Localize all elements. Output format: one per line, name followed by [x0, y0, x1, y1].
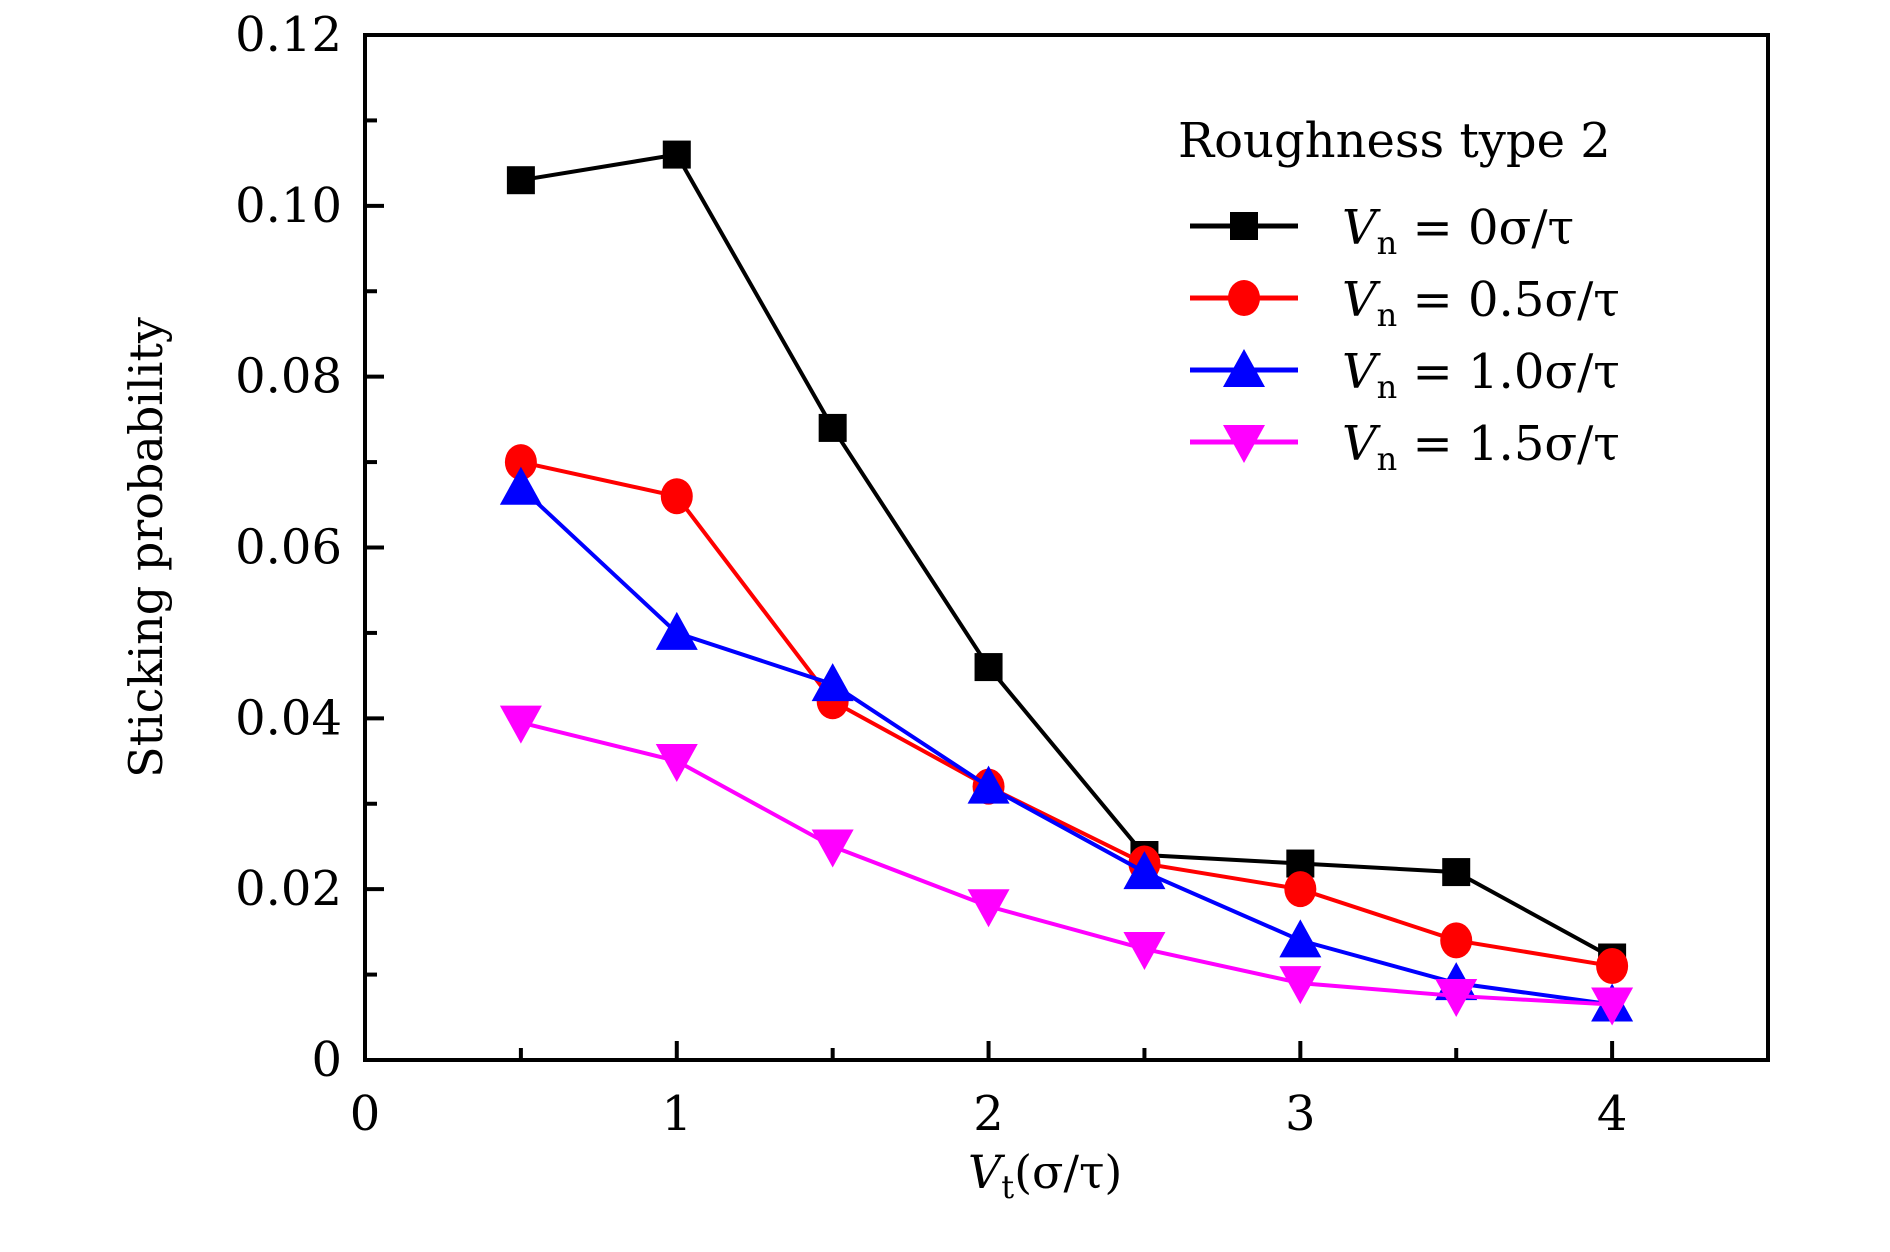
data-point [811, 663, 854, 702]
legend-marker [1228, 280, 1260, 316]
data-point [655, 744, 698, 783]
series-line [519, 486, 1613, 1007]
legend-marker [1223, 425, 1265, 463]
data-point [974, 653, 1003, 682]
series-line [520, 152, 1614, 960]
legend-label-sub: n [1377, 224, 1398, 262]
legend-label-var: V [1342, 416, 1381, 472]
x-axis-title-sub: t [1001, 1168, 1014, 1206]
x-tick-label: 0 [350, 1086, 381, 1142]
data-point [660, 478, 693, 515]
y-tick-label: 0 [311, 1032, 342, 1088]
series-triangle-up [499, 466, 1634, 1022]
data-point [504, 444, 537, 481]
series-layer [499, 140, 1634, 1026]
series-triangle-down [499, 705, 1634, 1026]
data-point [967, 765, 1010, 804]
legend-label: Vn = 0σ/τ [1342, 200, 1574, 262]
data-point [1123, 931, 1166, 970]
data-point [1435, 978, 1478, 1017]
series-line [520, 460, 1613, 969]
legend-label: Vn = 1.5σ/τ [1342, 416, 1620, 478]
legend-label: Vn = 1.0σ/τ [1342, 344, 1620, 406]
data-point [818, 413, 847, 442]
y-tick-label: 0.06 [235, 520, 342, 576]
data-point [655, 611, 698, 650]
x-tick-label: 2 [973, 1086, 1004, 1142]
x-tick-label: 4 [1597, 1086, 1628, 1142]
legend-label-sub: n [1377, 440, 1398, 478]
series-circle [504, 444, 1629, 985]
plot-frame [363, 33, 1770, 1062]
x-tick-label: 3 [1285, 1086, 1316, 1142]
data-point [499, 705, 542, 744]
data-point [1279, 966, 1322, 1005]
data-point [1442, 858, 1471, 887]
data-point [1123, 851, 1166, 890]
legend-marker [1223, 349, 1265, 387]
data-point [499, 466, 542, 505]
x-axis-title-rest: (σ/τ) [1014, 1145, 1122, 1199]
data-point [1591, 987, 1634, 1026]
data-point [1440, 922, 1473, 959]
legend-label-sub: n [1377, 368, 1398, 406]
legend-label-rest: = 0σ/τ [1397, 200, 1574, 256]
legend-label-var: V [1342, 344, 1381, 400]
data-point [967, 889, 1010, 928]
legend-item: Vn = 1.5σ/τ [1190, 416, 1620, 478]
legend-label-var: V [1342, 200, 1381, 256]
data-point [1284, 871, 1317, 908]
series-line [520, 720, 1613, 1007]
x-tick-label: 1 [662, 1086, 693, 1142]
legend-label-rest: = 0.5σ/τ [1397, 272, 1620, 328]
y-tick-label: 0.04 [235, 690, 342, 746]
data-point [662, 140, 691, 169]
legend-title: Roughness type 2 [1178, 113, 1611, 169]
data-point [1596, 948, 1629, 985]
legend-item: Vn = 0σ/τ [1190, 200, 1574, 262]
legend-label-var: V [1342, 272, 1381, 328]
axes: 0 1 2 3 4 0 0.02 0.04 0.06 0.08 0.10 0.12 [235, 7, 1770, 1142]
legend-label-sub: n [1377, 296, 1398, 334]
y-tick-label: 0.10 [235, 178, 342, 234]
legend-item: Vn = 1.0σ/τ [1190, 344, 1620, 406]
y-tick-label: 0.12 [235, 7, 342, 63]
legend-label-rest: = 1.5σ/τ [1397, 416, 1620, 472]
data-point [811, 829, 854, 868]
series-square [506, 140, 1627, 972]
data-point [1279, 919, 1322, 958]
x-axis-title-var: V [968, 1145, 1006, 1199]
x-axis-title: Vt(σ/τ) [968, 1145, 1122, 1206]
legend-label-rest: = 1.0σ/τ [1397, 344, 1620, 400]
y-tick-label: 0.02 [235, 861, 342, 917]
legend-marker [1230, 212, 1258, 240]
y-tick-label: 0.08 [235, 349, 342, 405]
legend: Roughness type 2 Vn = 0σ/τVn = 0.5σ/τVn … [1178, 113, 1620, 478]
data-point [506, 166, 535, 195]
legend-label: Vn = 0.5σ/τ [1342, 272, 1620, 334]
legend-item: Vn = 0.5σ/τ [1190, 272, 1620, 334]
y-axis-title: Sticking probability [119, 317, 173, 778]
